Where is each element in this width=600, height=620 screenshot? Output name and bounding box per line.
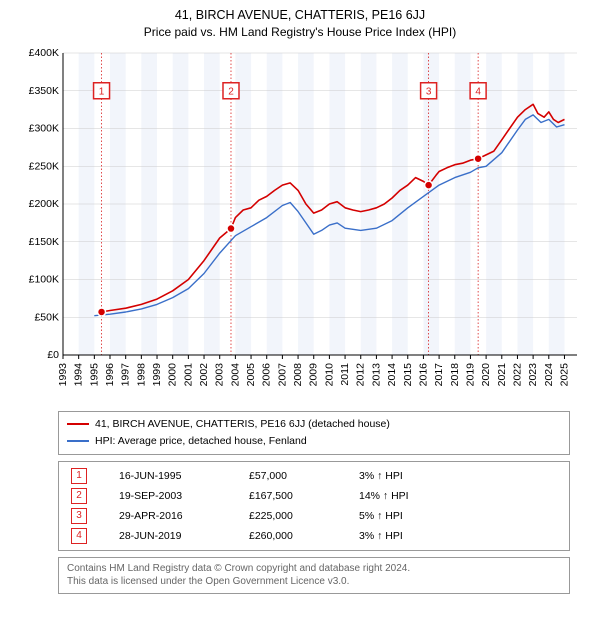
svg-text:2015: 2015 <box>402 363 414 387</box>
svg-text:2007: 2007 <box>276 363 288 387</box>
transaction-index: 1 <box>71 468 87 484</box>
attribution-line: Contains HM Land Registry data © Crown c… <box>67 562 561 576</box>
attribution: Contains HM Land Registry data © Crown c… <box>58 557 570 594</box>
svg-text:2009: 2009 <box>308 363 320 387</box>
svg-text:2005: 2005 <box>245 363 257 387</box>
svg-text:1999: 1999 <box>151 363 163 387</box>
transaction-price: £260,000 <box>245 526 355 546</box>
svg-text:2018: 2018 <box>449 363 461 387</box>
svg-text:2010: 2010 <box>323 363 335 387</box>
transaction-date: 28-JUN-2019 <box>115 526 245 546</box>
table-row: 2 19-SEP-2003£167,50014% ↑ HPI <box>67 486 561 506</box>
svg-text:2008: 2008 <box>292 363 304 387</box>
svg-text:1: 1 <box>99 86 105 97</box>
svg-text:1994: 1994 <box>73 363 85 387</box>
svg-text:4: 4 <box>475 86 481 97</box>
transaction-index: 4 <box>71 528 87 544</box>
chart-container: 41, BIRCH AVENUE, CHATTERIS, PE16 6JJ Pr… <box>0 0 600 620</box>
legend-swatch <box>67 423 89 425</box>
svg-text:2020: 2020 <box>480 363 492 387</box>
svg-text:£350K: £350K <box>29 85 59 97</box>
svg-text:2002: 2002 <box>198 363 210 387</box>
svg-text:1995: 1995 <box>88 363 100 387</box>
legend-label: HPI: Average price, detached house, Fenl… <box>95 433 307 450</box>
transaction-date: 29-APR-2016 <box>115 506 245 526</box>
svg-text:2000: 2000 <box>167 363 179 387</box>
transaction-price: £167,500 <box>245 486 355 506</box>
svg-text:2001: 2001 <box>182 363 194 387</box>
svg-text:2012: 2012 <box>355 363 367 387</box>
svg-text:£150K: £150K <box>29 236 59 248</box>
svg-text:2011: 2011 <box>339 363 351 386</box>
svg-text:2024: 2024 <box>543 363 555 387</box>
transaction-index: 2 <box>71 488 87 504</box>
transaction-price: £225,000 <box>245 506 355 526</box>
svg-text:2014: 2014 <box>386 363 398 387</box>
svg-text:£0: £0 <box>47 349 59 361</box>
transactions-table: 116-JUN-1995£57,0003% ↑ HPI219-SEP-2003£… <box>58 461 570 551</box>
legend: 41, BIRCH AVENUE, CHATTERIS, PE16 6JJ (d… <box>58 411 570 455</box>
svg-text:2016: 2016 <box>417 363 429 387</box>
attribution-line: This data is licensed under the Open Gov… <box>67 575 561 589</box>
svg-text:2003: 2003 <box>214 363 226 387</box>
svg-text:£300K: £300K <box>29 123 59 135</box>
transaction-date: 19-SEP-2003 <box>115 486 245 506</box>
table-row: 1 16-JUN-1995£57,0003% ↑ HPI <box>67 466 561 486</box>
svg-text:2023: 2023 <box>527 363 539 387</box>
svg-text:2021: 2021 <box>496 363 508 387</box>
address-title: 41, BIRCH AVENUE, CHATTERIS, PE16 6JJ <box>10 8 590 22</box>
transaction-price: £57,000 <box>245 466 355 486</box>
transaction-date: 16-JUN-1995 <box>115 466 245 486</box>
svg-text:2004: 2004 <box>229 363 241 387</box>
legend-item: 41, BIRCH AVENUE, CHATTERIS, PE16 6JJ (d… <box>67 416 561 433</box>
svg-text:1993: 1993 <box>57 363 69 387</box>
svg-text:1998: 1998 <box>135 363 147 387</box>
svg-text:1996: 1996 <box>104 363 116 387</box>
svg-text:3: 3 <box>426 86 432 97</box>
table-row: 4 28-JUN-2019£260,0003% ↑ HPI <box>67 526 561 546</box>
svg-text:2006: 2006 <box>261 363 273 387</box>
transaction-pct: 3% ↑ HPI <box>355 466 561 486</box>
svg-text:£200K: £200K <box>29 198 59 210</box>
legend-item: HPI: Average price, detached house, Fenl… <box>67 433 561 450</box>
svg-text:2013: 2013 <box>370 363 382 387</box>
svg-text:£50K: £50K <box>34 311 59 323</box>
svg-text:2019: 2019 <box>464 363 476 387</box>
svg-text:2025: 2025 <box>558 363 570 387</box>
svg-text:£100K: £100K <box>29 274 59 286</box>
chart-subtitle: Price paid vs. HM Land Registry's House … <box>10 25 590 39</box>
transaction-pct: 14% ↑ HPI <box>355 486 561 506</box>
legend-label: 41, BIRCH AVENUE, CHATTERIS, PE16 6JJ (d… <box>95 416 390 433</box>
svg-text:1997: 1997 <box>120 363 132 387</box>
svg-text:£400K: £400K <box>29 47 59 59</box>
transaction-index: 3 <box>71 508 87 524</box>
svg-text:2: 2 <box>228 86 234 97</box>
chart-area: £0 £50K £100K £150K £200K £250K £300K £350K £400… <box>15 45 585 405</box>
legend-swatch <box>67 440 89 442</box>
svg-text:2017: 2017 <box>433 363 445 387</box>
line-chart-svg: £0 £50K £100K £150K £200K £250K £300K £350K £400… <box>15 45 585 405</box>
svg-text:2022: 2022 <box>511 363 523 387</box>
transaction-pct: 5% ↑ HPI <box>355 506 561 526</box>
transaction-pct: 3% ↑ HPI <box>355 526 561 546</box>
svg-text:£250K: £250K <box>29 160 59 172</box>
table-row: 3 29-APR-2016£225,0005% ↑ HPI <box>67 506 561 526</box>
